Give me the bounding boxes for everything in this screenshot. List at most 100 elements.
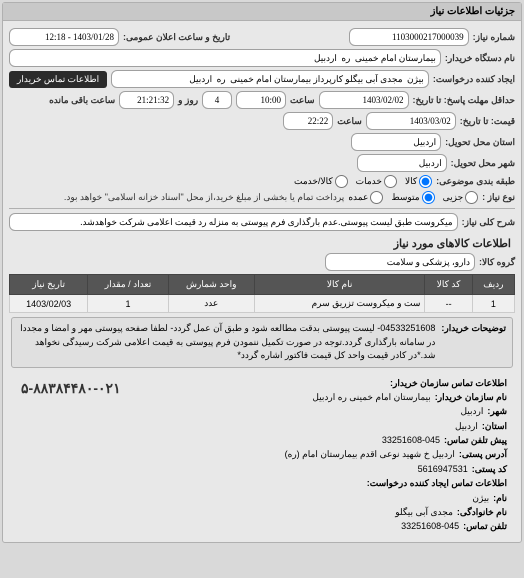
req-name: بیژن — [472, 491, 489, 505]
col-date: تاریخ نیاز — [10, 275, 88, 295]
radio-omde[interactable]: عمده — [348, 191, 383, 204]
label-org-province: استان: — [482, 419, 507, 433]
goods-table: ردیف کد کالا نام کالا واحد شمارش تعداد /… — [9, 274, 515, 313]
label-remain: ساعت باقی مانده — [49, 95, 115, 106]
buyer-desc-text: 04533251608- لیست پیوستی بدقت مطالعه شود… — [18, 322, 435, 363]
label-price-deadline: قیمت: تا تاریخ: — [460, 116, 515, 127]
label-req-contact: اطلاعات تماس ایجاد کننده درخواست: — [367, 476, 507, 490]
goods-info-title: اطلاعات کالاهای مورد نیاز — [13, 237, 511, 250]
radio-kalakhadamat[interactable]: کالا/خدمت — [294, 175, 348, 188]
radio-omde-label: عمده — [348, 192, 368, 203]
budget-radio-group: کالا خدمات کالا/خدمت — [294, 175, 432, 188]
separator-1 — [9, 208, 515, 209]
radio-motevasset[interactable]: متوسط — [391, 191, 434, 204]
row-budget-cat: طبقه بندی موضوعی: کالا خدمات کالا/خدمت — [9, 175, 515, 188]
org-contact-block: اطلاعات تماس سازمان خریدار: نام سازمان خ… — [277, 372, 515, 538]
input-price-hour[interactable] — [283, 112, 333, 130]
label-hour-2: ساعت — [337, 116, 362, 127]
label-org-contact: اطلاعات تماس سازمان خریدار: — [390, 376, 507, 390]
radio-khadamat[interactable]: خدمات — [356, 175, 397, 188]
cell-name: ست و میکروست تزریق سرم — [254, 295, 425, 313]
label-org-addr: آدرس پستی: — [459, 447, 507, 461]
label-days: روز و — [178, 95, 198, 106]
label-req-family: نام خانوادگی: — [457, 505, 507, 519]
input-requester[interactable] — [111, 70, 429, 88]
row-requester: ایجاد کننده درخواست: اطلاعات تماس خریدار — [9, 70, 515, 88]
label-need-no: شماره نیاز: — [473, 32, 515, 43]
cell-qty: 1 — [88, 295, 168, 313]
label-buyer-desc: توضیحات خریدار: — [441, 322, 506, 363]
label-req-phone: تلفن تماس: — [463, 519, 507, 533]
row-partial: نوع نیاز : جزیی متوسط عمده پرداخت تمام ی… — [9, 191, 515, 204]
radio-kalakhadamat-label: کالا/خدمت — [294, 176, 333, 187]
table-row[interactable]: 1 -- ست و میکروست تزریق سرم عدد 1 1403/0… — [10, 295, 515, 313]
input-resp-remain[interactable] — [119, 91, 174, 109]
radio-kala-label: کالا — [405, 176, 417, 187]
buyer-contact-button[interactable]: اطلاعات تماس خریدار — [9, 71, 107, 88]
cell-date: 1403/02/03 — [10, 295, 88, 313]
radio-khadamat-label: خدمات — [356, 176, 382, 187]
input-city[interactable] — [357, 154, 447, 172]
label-province: استان محل تحویل: — [445, 137, 515, 148]
label-sharh: شرح کلی نیاز: — [462, 217, 515, 228]
cell-unit: عدد — [168, 295, 254, 313]
row-goods-group: گروه کالا: — [9, 253, 515, 271]
label-city: شهر محل تحویل: — [451, 158, 515, 169]
input-price-date[interactable] — [366, 112, 456, 130]
input-resp-days[interactable] — [202, 91, 232, 109]
row-resp-deadline: حداقل مهلت پاسخ: تا تاریخ: ساعت روز و سا… — [9, 91, 515, 109]
col-qty: تعداد / مقدار — [88, 275, 168, 295]
row-buyer-name: نام دستگاه خریدار: — [9, 49, 515, 67]
row-price-deadline: قیمت: تا تاریخ: ساعت — [9, 112, 515, 130]
label-resp-deadline: حداقل مهلت پاسخ: تا تاریخ: — [413, 95, 515, 106]
input-province[interactable] — [351, 133, 441, 151]
radio-jozi[interactable]: جزیی — [443, 191, 479, 204]
label-org-name: نام سازمان خریدار: — [435, 390, 507, 404]
label-org-city: شهر: — [487, 404, 507, 418]
partial-text: پرداخت تمام یا بخشی از مبلغ خرید،از محل … — [64, 192, 344, 203]
req-family: مجدی آبی بیگلو — [395, 505, 453, 519]
hotline: ٠٢١-٨٨٣٨۴۴٨٠-۵ — [9, 372, 133, 405]
label-partial: نوع نیاز : — [482, 192, 515, 203]
col-unit: واحد شمارش — [168, 275, 254, 295]
table-head: ردیف کد کالا نام کالا واحد شمارش تعداد /… — [10, 275, 515, 295]
req-phone: 33251608-045 — [401, 519, 459, 533]
label-public-date: تاریخ و ساعت اعلان عمومی: — [123, 32, 230, 43]
org-name: بیمارستان امام خمینی ره اردبیل — [312, 390, 430, 404]
label-buyer-name: نام دستگاه خریدار: — [445, 53, 515, 64]
org-addr: اردبیل خ شهید نوعی اقدم بیمارستان امام (… — [285, 447, 455, 461]
main-panel: جزئیات اطلاعات نیاز شماره نیاز: تاریخ و … — [2, 2, 522, 543]
cell-code: -- — [425, 295, 472, 313]
label-budget-cat: طبقه بندی موضوعی: — [436, 176, 515, 187]
label-org-tel: پیش تلفن تماس: — [444, 433, 507, 447]
radio-jozi-label: جزیی — [443, 192, 464, 203]
input-need-no[interactable] — [349, 28, 469, 46]
org-city: اردبیل — [460, 404, 483, 418]
input-resp-hour[interactable] — [236, 91, 286, 109]
col-row-no: ردیف — [472, 275, 514, 295]
type-radio-group: جزیی متوسط عمده — [348, 191, 478, 204]
input-buyer-name[interactable] — [9, 49, 441, 67]
input-public-date[interactable] — [9, 28, 119, 46]
input-resp-date[interactable] — [319, 91, 409, 109]
buyer-desc-box: توضیحات خریدار: 04533251608- لیست پیوستی… — [11, 317, 513, 368]
input-goods-group[interactable] — [325, 253, 475, 271]
row-need-no: شماره نیاز: تاریخ و ساعت اعلان عمومی: — [9, 28, 515, 46]
row-sharh: شرح کلی نیاز: — [9, 213, 515, 231]
cell-rowno: 1 — [472, 295, 514, 313]
org-tel: 33251608-045 — [382, 433, 440, 447]
input-sharh[interactable] — [9, 213, 458, 231]
panel-title: جزئیات اطلاعات نیاز — [3, 3, 521, 21]
row-delivery-loc: استان محل تحویل: — [9, 133, 515, 151]
label-hour-1: ساعت — [290, 95, 315, 106]
label-org-postcode: کد پستی: — [472, 462, 507, 476]
org-postcode: 5616947531 — [418, 462, 468, 476]
radio-kala[interactable]: کالا — [405, 175, 432, 188]
org-province: اردبیل — [455, 419, 478, 433]
label-goods-group: گروه کالا: — [479, 257, 515, 268]
col-code: کد کالا — [425, 275, 472, 295]
label-requester: ایجاد کننده درخواست: — [433, 74, 515, 85]
label-req-name: نام: — [493, 491, 507, 505]
col-name: نام کالا — [254, 275, 425, 295]
panel-body: شماره نیاز: تاریخ و ساعت اعلان عمومی: نا… — [3, 21, 521, 542]
